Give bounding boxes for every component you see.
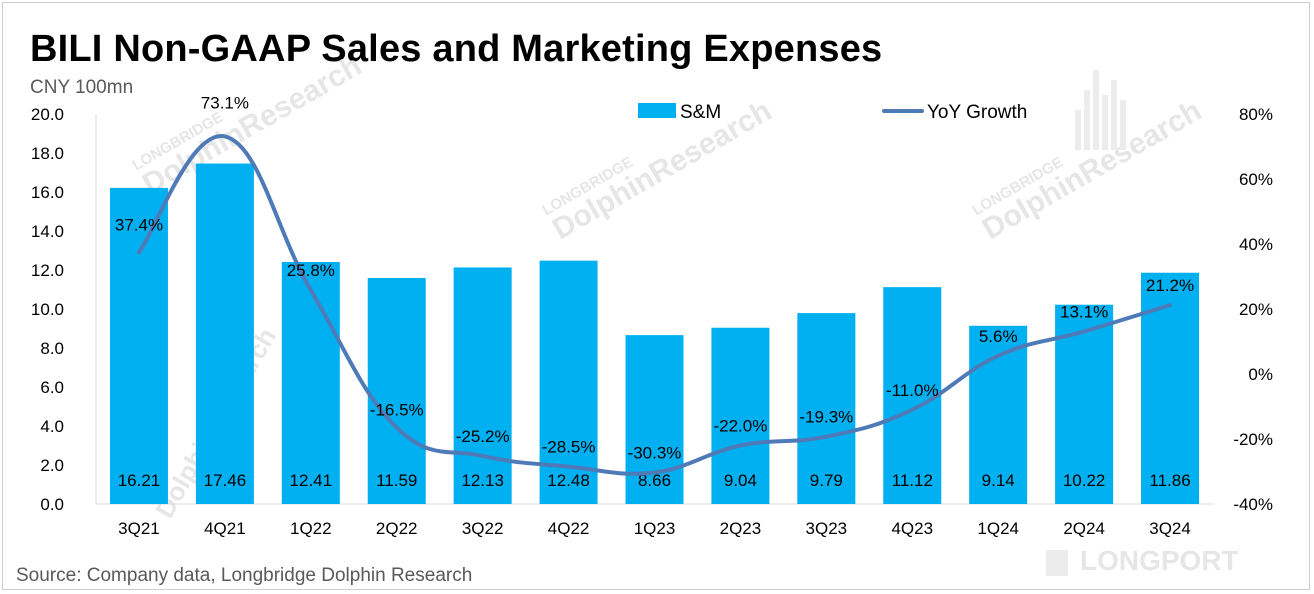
x-axis-labels: 3Q21 4Q21 1Q22 2Q22 3Q22 4Q22 1Q23 2Q23 3Q23 4Q23…: [118, 519, 1191, 538]
x-tick-label: 1Q24: [977, 519, 1019, 538]
legend-label-yoy: YoY Growth: [927, 102, 1027, 123]
bar: [281, 262, 340, 504]
x-tick-label: 1Q22: [290, 519, 332, 538]
x-tick-label: 4Q22: [548, 519, 590, 538]
y2-tick-label: 20%: [1239, 300, 1273, 319]
yoy-value-label: -28.5%: [542, 438, 596, 457]
bar-value-label: 17.46: [204, 471, 247, 490]
bar: [109, 187, 168, 504]
y-tick-label: 8.0: [40, 339, 64, 358]
yoy-value-label: -16.5%: [370, 401, 424, 420]
bar: [711, 327, 770, 504]
yoy-growth-labels: 37.4% 73.1% 25.8% -16.5% -25.2% -28.5% -30.3% -…: [115, 93, 1194, 462]
yoy-value-label: -22.0%: [713, 417, 767, 436]
y-tick-label: 14.0: [31, 222, 64, 241]
y-tick-label: 4.0: [40, 417, 64, 436]
y-tick-label: 16.0: [31, 183, 64, 202]
yoy-value-label: 73.1%: [201, 93, 249, 112]
yoy-value-label: 25.8%: [287, 261, 335, 280]
legend: S&M YoY Growth: [638, 102, 1027, 123]
bar: [195, 163, 254, 504]
y-tick-label: 12.0: [31, 261, 64, 280]
y-tick-label: 10.0: [31, 300, 64, 319]
yoy-value-label: -11.0%: [886, 381, 939, 400]
bar-value-label: 9.04: [724, 471, 757, 490]
bar: [883, 287, 942, 504]
y2-tick-label: 40%: [1239, 235, 1273, 254]
bar-value-label: 9.14: [982, 471, 1015, 490]
bar: [625, 335, 684, 504]
x-tick-label: 3Q24: [1149, 519, 1191, 538]
bar-value-label: 12.13: [461, 471, 504, 490]
x-tick-label: 2Q24: [1063, 519, 1105, 538]
bar: [453, 267, 512, 504]
watermark-corner-text: LONGPORT: [1080, 545, 1239, 576]
bar-value-label: 9.79: [810, 471, 843, 490]
yoy-value-label: 37.4%: [115, 215, 163, 234]
y-tick-label: 2.0: [40, 456, 64, 475]
bar-series: [109, 163, 1200, 504]
y2-tick-label: 0%: [1248, 365, 1273, 384]
legend-label-sm: S&M: [680, 102, 721, 123]
yoy-growth-line: [136, 134, 1173, 476]
x-tick-label: 3Q21: [118, 519, 160, 538]
bar: [367, 277, 426, 504]
bar-value-label: 11.86: [1149, 471, 1190, 490]
bar-value-label: 12.41: [290, 471, 333, 490]
yoy-value-label: -25.2%: [456, 427, 510, 446]
y2-tick-label: -40%: [1233, 495, 1273, 514]
bar-value-label: 11.12: [892, 471, 933, 490]
y2-tick-label: 80%: [1239, 105, 1273, 124]
y-tick-label: 0.0: [40, 495, 64, 514]
y2-tick-label: -20%: [1233, 430, 1273, 449]
yoy-value-label: -30.3%: [628, 443, 682, 462]
bar-value-label: 12.48: [547, 471, 590, 490]
yoy-value-label: 13.1%: [1060, 302, 1108, 321]
chart-title: BILI Non-GAAP Sales and Marketing Expens…: [30, 28, 883, 70]
x-tick-label: 4Q21: [204, 519, 246, 538]
y-axis-ticks: 20.0 18.0 16.0 14.0 12.0 10.0 8.0 6.0 4.0 2.0 0.0: [31, 105, 64, 514]
x-tick-label: 4Q23: [891, 519, 933, 538]
y-tick-label: 20.0: [31, 105, 64, 124]
x-tick-label: 3Q22: [462, 519, 504, 538]
y-tick-label: 6.0: [40, 378, 64, 397]
x-tick-label: 1Q23: [634, 519, 676, 538]
bar-value-labels: 16.21 17.46 12.41 11.59 12.13 12.48 8.66 9.04 9.…: [118, 471, 1191, 490]
bar-value-label: 10.22: [1063, 471, 1106, 490]
y2-axis-ticks: 80% 60% 40% 20% 0% -20% -40%: [1233, 105, 1273, 514]
legend-swatch-bar: [638, 103, 676, 118]
bar-value-label: 11.59: [376, 471, 417, 490]
bar: [1141, 272, 1200, 504]
y2-tick-label: 60%: [1239, 170, 1273, 189]
yoy-value-label: -19.3%: [799, 408, 853, 427]
watermark-bars-logo: [1046, 70, 1126, 576]
bar: [797, 313, 856, 504]
y-tick-label: 18.0: [31, 144, 64, 163]
yoy-value-label: 5.6%: [979, 327, 1018, 346]
bar-value-label: 8.66: [638, 471, 671, 490]
x-tick-label: 2Q23: [720, 519, 762, 538]
source-note: Source: Company data, Longbridge Dolphin…: [16, 565, 473, 586]
yoy-value-label: 21.2%: [1146, 276, 1194, 295]
x-tick-label: 2Q22: [376, 519, 418, 538]
x-tick-label: 3Q23: [806, 519, 848, 538]
y-axis-unit-label: CNY 100mn: [30, 77, 134, 98]
bar-value-label: 16.21: [118, 471, 161, 490]
